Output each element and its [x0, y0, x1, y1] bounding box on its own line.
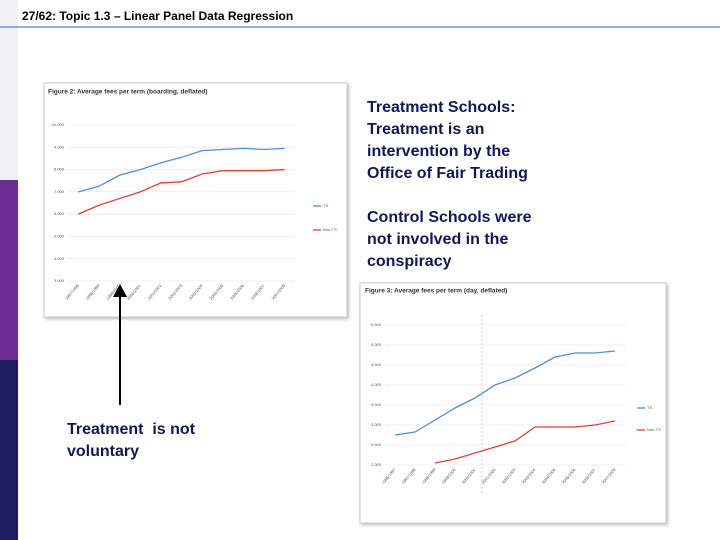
legend-label: Non-TS — [647, 427, 661, 432]
arrow-head — [113, 284, 127, 297]
series-line — [78, 147, 285, 193]
y-tick-label: 7,000 — [54, 189, 65, 194]
series-line — [394, 350, 616, 436]
chart-title: Figure 2: Average fees per term (boardin… — [48, 89, 208, 96]
y-tick-label: 9,000 — [54, 144, 65, 149]
note-line: intervention by the — [367, 143, 510, 160]
y-tick-label: 4,000 — [371, 382, 382, 387]
notes: Treatment Schools: Treatment is an interve… — [67, 99, 532, 460]
legend-label: TS — [323, 203, 328, 208]
series-line — [434, 420, 616, 464]
header-title: 27/62: Topic 1.3 – Linear Panel Data Reg… — [22, 9, 293, 23]
note-line: Treatment Schools: — [367, 99, 515, 116]
y-tick-label: 3,000 — [371, 422, 382, 427]
y-tick-label: 2,000 — [371, 462, 382, 467]
legend-label: Non-TS — [323, 227, 337, 232]
y-tick-label: 6,000 — [54, 211, 65, 216]
legend-label: TS — [647, 405, 652, 410]
series-line — [78, 168, 285, 215]
y-tick-label: 4,000 — [54, 256, 65, 261]
y-tick-label: 5,000 — [371, 342, 382, 347]
y-tick-label: 4,500 — [371, 362, 382, 367]
note-line: Office of Fair Trading — [367, 165, 528, 182]
note-line: not involved in the — [367, 231, 508, 248]
y-tick-label: 3,000 — [54, 278, 65, 283]
y-tick-label: 8,000 — [54, 167, 65, 172]
side-band — [0, 360, 18, 540]
note-line: voluntary — [67, 443, 139, 460]
note-line: Treatment is not — [67, 421, 196, 438]
y-tick-label: 3,500 — [371, 402, 382, 407]
y-tick-label: 5,500 — [371, 322, 382, 327]
figure-frame — [43, 82, 348, 318]
note-line: Control Schools were — [367, 209, 532, 226]
side-band — [0, 180, 18, 360]
chart-title: Figure 3: Average fees per term (day, de… — [365, 288, 507, 295]
note-line: Treatment is an — [367, 121, 484, 138]
y-tick-label: 2,500 — [371, 442, 382, 447]
note-line: conspiracy — [367, 253, 452, 270]
y-tick-label: 10,000 — [52, 122, 65, 127]
y-tick-label: 5,000 — [54, 233, 65, 238]
side-band — [0, 0, 18, 180]
figure-frame — [359, 282, 667, 524]
